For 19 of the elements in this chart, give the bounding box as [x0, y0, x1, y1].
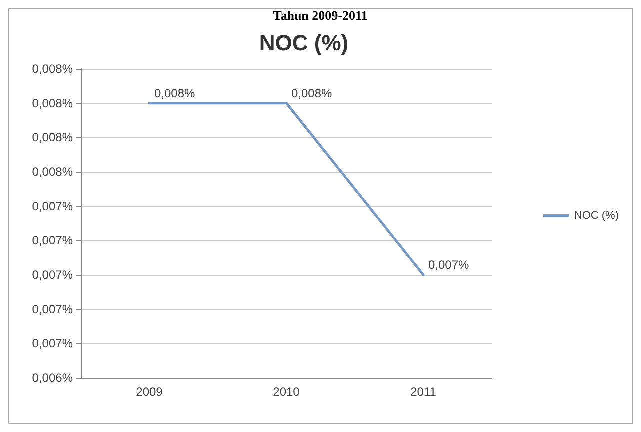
y-tick-label: 0,007% [32, 234, 74, 248]
y-tick-label: 0,007% [32, 336, 74, 351]
y-tick-label: 0,006% [32, 371, 74, 385]
data-label: 0,008% [154, 86, 196, 100]
y-tick-label: 0,008% [32, 165, 74, 179]
x-tick-label: 2011 [410, 385, 437, 399]
y-tick-label: 0,007% [32, 302, 74, 316]
y-tick-label: 0,008% [32, 62, 74, 76]
y-tick-label: 0,008% [32, 130, 74, 145]
x-tick-label: 2010 [273, 385, 300, 399]
data-label: 0,007% [428, 258, 470, 272]
x-tick-label: 2009 [136, 385, 164, 399]
data-label: 0,008% [292, 86, 333, 100]
y-tick-label: 0,008% [32, 96, 74, 110]
y-tick-label: 0,007% [32, 268, 74, 282]
chart-title: NOC (%) [259, 30, 349, 56]
legend-label: NOC (%) [574, 210, 620, 222]
y-tick-label: 0,007% [32, 199, 74, 214]
text: Tahun 2009-2011 [273, 8, 368, 23]
